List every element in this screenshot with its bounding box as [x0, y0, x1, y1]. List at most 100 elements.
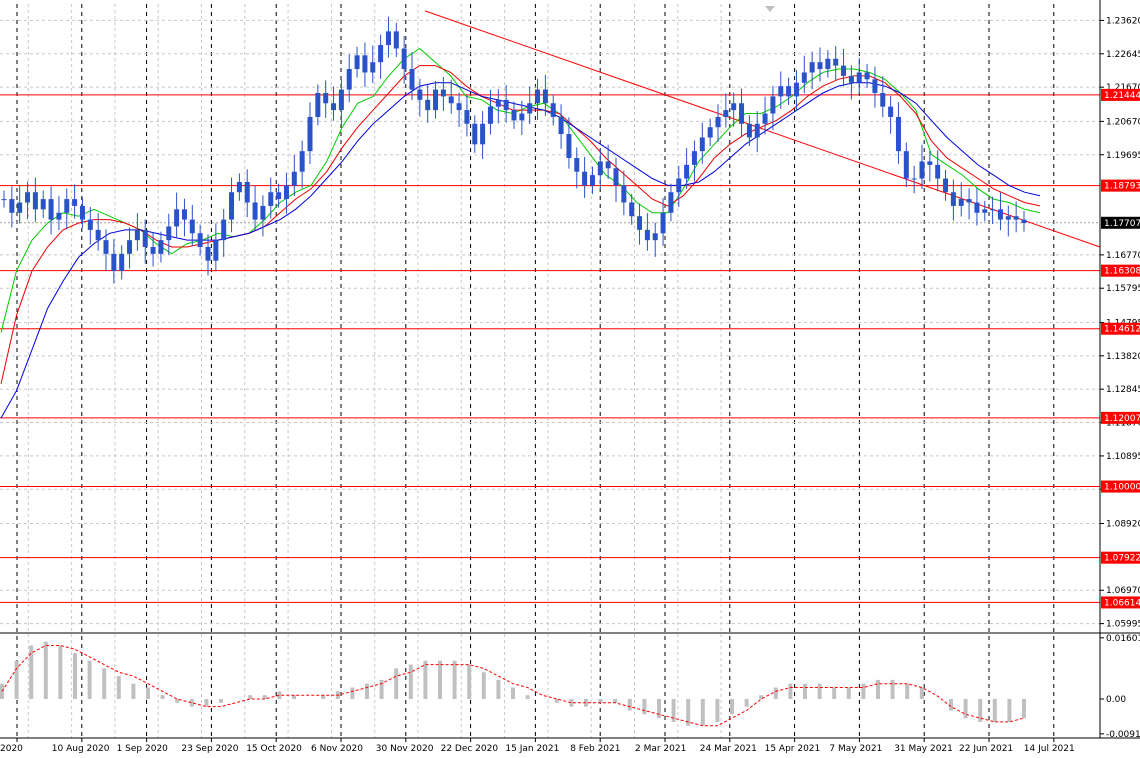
- candle-body: [213, 240, 219, 261]
- candle-body: [409, 69, 415, 90]
- candle-body: [291, 171, 297, 186]
- level-price-label: 1.12007: [1104, 414, 1140, 424]
- time-tick-label: 2020: [0, 744, 23, 754]
- level-price-label: 1.14612: [1104, 325, 1140, 335]
- time-tick-label: 10 Aug 2020: [52, 744, 110, 754]
- candle-body: [935, 164, 941, 179]
- time-tick-label: 6 Nov 2020: [311, 744, 363, 754]
- price-tick-label: 1.21670: [1106, 83, 1140, 93]
- candle-body: [252, 202, 258, 220]
- candle-body: [323, 92, 329, 104]
- candle-body: [464, 110, 470, 124]
- chart-shift-marker[interactable]: [765, 6, 775, 12]
- level-price-label: 1.21444: [1104, 91, 1140, 101]
- candle-body: [848, 75, 854, 83]
- candle-body: [519, 113, 525, 121]
- candle-body: [895, 116, 901, 152]
- chart-frame: [0, 0, 1140, 739]
- candle-body: [244, 181, 250, 203]
- level-price-badge[interactable]: [1101, 551, 1140, 564]
- candle-body: [87, 219, 93, 230]
- level-price-badge[interactable]: [1101, 264, 1140, 277]
- level-price-label: 1.07922: [1104, 554, 1140, 564]
- price-axis: 1.23620 1.22645 1.21670 1.20670 1.19695 1.167…: [1100, 16, 1140, 740]
- candle-body: [370, 62, 376, 73]
- candle-body: [221, 219, 227, 241]
- candle-body: [299, 151, 305, 172]
- candle-body: [841, 65, 847, 76]
- candle-body: [966, 199, 972, 203]
- candle-body: [338, 89, 344, 111]
- candle-body: [731, 103, 737, 111]
- level-price-badge[interactable]: [1101, 88, 1140, 101]
- candle-body: [103, 240, 109, 254]
- time-axis: 2020 10 Aug 2020 1 Sep 2020 23 Sep 2020 15 O…: [0, 738, 1075, 754]
- level-price-badge[interactable]: [1101, 322, 1140, 335]
- candle-body: [48, 199, 54, 220]
- price-tick-label: 1.20670: [1106, 117, 1140, 127]
- candle-body: [864, 72, 870, 80]
- level-price-badge[interactable]: [1101, 596, 1140, 609]
- candle-body: [95, 229, 101, 241]
- price-tick-label: 1.23620: [1106, 16, 1140, 26]
- candle-body: [487, 106, 493, 124]
- candle-body: [378, 45, 384, 63]
- time-tick-label: 1 Sep 2020: [117, 744, 169, 754]
- level-price-badge[interactable]: [1101, 480, 1140, 493]
- candle-body: [943, 178, 949, 193]
- candle-body: [997, 209, 1003, 220]
- horizontal-levels[interactable]: [0, 94, 1100, 603]
- trendline[interactable]: [424, 10, 1101, 248]
- candle-body: [856, 72, 862, 83]
- candle-body: [283, 185, 289, 200]
- candle-body: [707, 127, 713, 138]
- candle-body: [111, 253, 117, 271]
- candle-body: [72, 199, 78, 206]
- candle-body: [990, 209, 996, 211]
- current-price-label: 1.17707: [1104, 219, 1140, 229]
- candle-body: [739, 103, 745, 124]
- oscillator-tick-label: 0.00: [1106, 695, 1126, 705]
- candle-body: [150, 246, 156, 254]
- candle-body: [676, 178, 682, 193]
- candle-body: [197, 233, 203, 247]
- candle-body: [786, 86, 792, 97]
- time-tick-label: 15 Oct 2020: [246, 744, 302, 754]
- level-price-badge[interactable]: [1101, 411, 1140, 424]
- candle-body: [746, 123, 752, 138]
- trendline-line[interactable]: [424, 10, 1101, 248]
- time-tick-label: 31 May 2021: [894, 744, 953, 754]
- candle-body: [189, 219, 195, 234]
- price-tick-label: 1.05995: [1106, 620, 1140, 630]
- candle-body: [56, 212, 62, 220]
- price-tick-label: 1.16770: [1106, 251, 1140, 261]
- candle-body: [354, 55, 360, 70]
- candle-body: [25, 192, 31, 203]
- candle-body: [1013, 216, 1019, 220]
- price-tick-label: 1.19695: [1106, 151, 1140, 161]
- candle-body: [401, 48, 407, 70]
- candle-body: [691, 151, 697, 165]
- moving-average-2: [0, 65, 1041, 385]
- candle-body: [542, 89, 548, 104]
- candle-body: [448, 96, 454, 104]
- price-tick-label: 1.08920: [1106, 520, 1140, 530]
- candle-body: [119, 253, 125, 271]
- candle-body: [605, 161, 611, 169]
- candle-body: [40, 199, 46, 210]
- candle-body: [307, 116, 313, 152]
- candle-body: [503, 99, 509, 111]
- oscillator-panel: [0, 641, 1026, 727]
- candle-body: [974, 202, 980, 213]
- time-tick-label: 7 May 2021: [829, 744, 882, 754]
- candle-body: [17, 202, 23, 213]
- level-price-badge[interactable]: [1101, 179, 1140, 192]
- candle-body: [699, 137, 705, 152]
- candle-body: [1021, 219, 1027, 224]
- candle-body: [158, 240, 164, 254]
- candle-body: [589, 175, 595, 186]
- candle-body: [472, 123, 478, 145]
- candle-body: [535, 89, 541, 104]
- candle-body: [566, 134, 572, 159]
